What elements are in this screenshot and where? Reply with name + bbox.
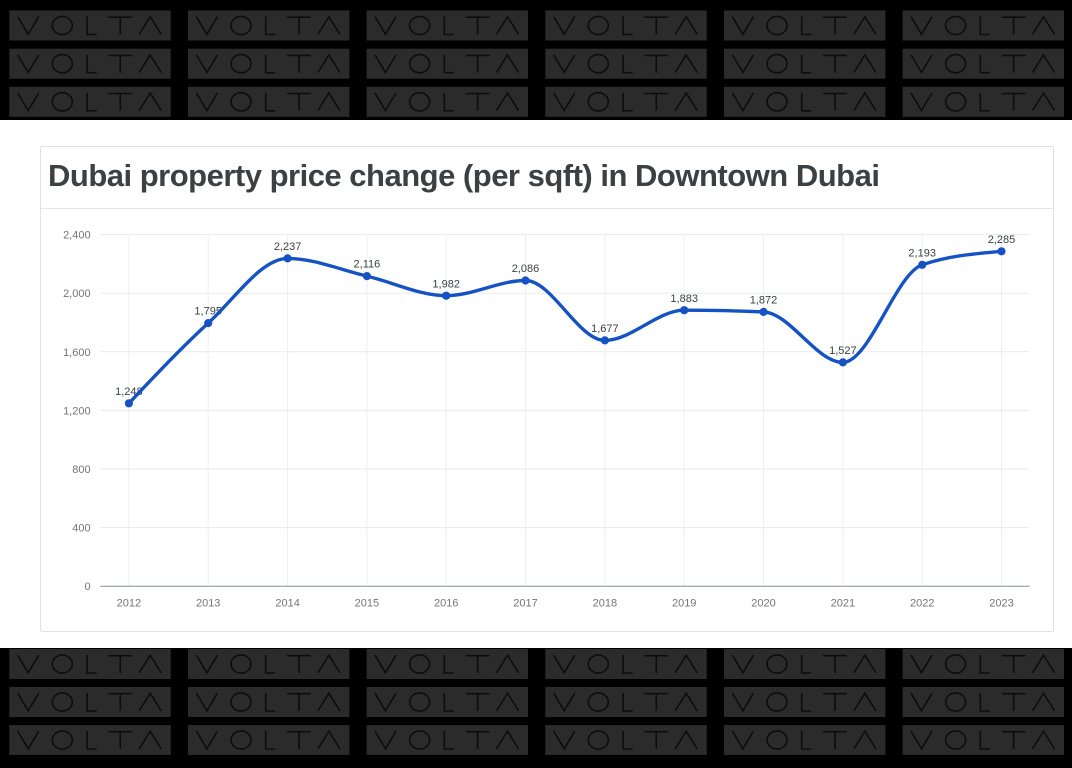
svg-text:2,193: 2,193	[908, 247, 936, 259]
svg-text:2019: 2019	[672, 598, 696, 610]
svg-text:1,527: 1,527	[829, 345, 857, 357]
svg-text:2016: 2016	[434, 598, 458, 610]
svg-text:2013: 2013	[196, 598, 220, 610]
svg-text:2,000: 2,000	[63, 288, 91, 300]
svg-text:1,883: 1,883	[670, 293, 698, 305]
svg-text:1,600: 1,600	[63, 347, 91, 359]
svg-text:2021: 2021	[831, 598, 855, 610]
svg-text:400: 400	[72, 523, 90, 535]
svg-text:2,285: 2,285	[988, 234, 1016, 246]
svg-text:2,237: 2,237	[274, 241, 302, 253]
svg-text:2020: 2020	[751, 598, 775, 610]
svg-text:2023: 2023	[989, 598, 1013, 610]
svg-text:2022: 2022	[910, 598, 934, 610]
svg-text:2,086: 2,086	[512, 263, 540, 275]
svg-text:2,116: 2,116	[354, 259, 381, 271]
svg-text:1,677: 1,677	[591, 323, 619, 335]
svg-text:2015: 2015	[355, 598, 379, 610]
svg-text:2,400: 2,400	[63, 230, 91, 242]
svg-text:800: 800	[72, 464, 90, 476]
svg-text:2017: 2017	[513, 598, 537, 610]
svg-text:0: 0	[84, 581, 90, 593]
svg-text:1,982: 1,982	[432, 278, 460, 290]
svg-text:1,872: 1,872	[750, 295, 778, 307]
svg-text:2018: 2018	[593, 598, 617, 610]
svg-text:1,200: 1,200	[63, 405, 91, 417]
svg-text:2014: 2014	[275, 598, 299, 610]
svg-text:2012: 2012	[117, 598, 141, 610]
